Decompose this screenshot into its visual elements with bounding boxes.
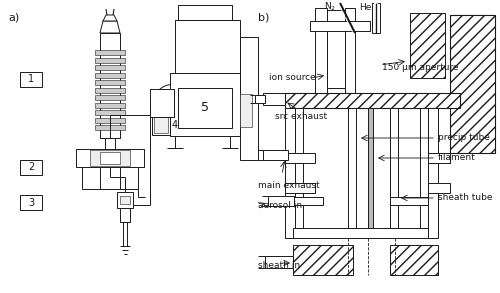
- Bar: [90, 150, 130, 166]
- Text: 3: 3: [28, 197, 34, 207]
- Bar: [120, 208, 130, 222]
- Text: a): a): [8, 13, 19, 23]
- Bar: [240, 37, 258, 160]
- Bar: [95, 50, 125, 55]
- Bar: [255, 95, 265, 103]
- Bar: [410, 13, 445, 78]
- Bar: [348, 108, 356, 228]
- Bar: [95, 88, 125, 93]
- Bar: [100, 152, 120, 164]
- Bar: [268, 196, 294, 206]
- Polygon shape: [103, 15, 117, 21]
- Text: N$_2$: N$_2$: [324, 1, 336, 13]
- Bar: [240, 94, 252, 127]
- Text: He: He: [359, 3, 371, 11]
- Bar: [295, 108, 303, 238]
- Bar: [120, 196, 130, 204]
- Bar: [374, 3, 378, 33]
- Bar: [428, 183, 450, 193]
- Bar: [95, 65, 125, 70]
- Text: precip tube: precip tube: [438, 134, 490, 142]
- Bar: [95, 117, 125, 122]
- Bar: [428, 153, 450, 163]
- Bar: [150, 88, 174, 117]
- Bar: [117, 192, 133, 208]
- Bar: [170, 73, 240, 135]
- Bar: [390, 245, 438, 275]
- Text: 2: 2: [28, 163, 34, 173]
- Bar: [293, 228, 428, 238]
- Bar: [428, 108, 438, 238]
- Text: 4: 4: [172, 120, 178, 130]
- Text: filament: filament: [438, 154, 476, 163]
- Text: 1: 1: [28, 74, 34, 84]
- Bar: [263, 150, 288, 160]
- Text: ion source: ion source: [269, 74, 316, 83]
- Text: main exhaust: main exhaust: [258, 180, 320, 190]
- Bar: [178, 88, 232, 127]
- Bar: [95, 103, 125, 108]
- Polygon shape: [100, 21, 120, 33]
- Bar: [154, 117, 168, 133]
- Bar: [178, 5, 232, 20]
- Bar: [95, 95, 125, 100]
- Bar: [175, 20, 240, 73]
- Bar: [152, 115, 170, 135]
- Bar: [420, 108, 428, 238]
- Bar: [390, 197, 428, 205]
- Bar: [76, 149, 144, 167]
- Text: sheath in: sheath in: [258, 260, 300, 270]
- Bar: [95, 80, 125, 85]
- Bar: [310, 21, 370, 31]
- Circle shape: [154, 84, 190, 120]
- Bar: [20, 195, 42, 210]
- Text: 5: 5: [201, 101, 209, 114]
- Bar: [293, 245, 353, 275]
- Bar: [372, 3, 380, 33]
- Bar: [327, 10, 345, 88]
- Bar: [368, 108, 373, 228]
- Bar: [105, 138, 115, 150]
- Bar: [95, 72, 125, 78]
- Bar: [20, 72, 42, 87]
- Bar: [285, 108, 295, 238]
- Bar: [285, 183, 315, 193]
- Bar: [20, 160, 42, 175]
- Bar: [285, 93, 460, 108]
- Text: b): b): [258, 13, 270, 23]
- Text: aerosol in: aerosol in: [258, 200, 302, 209]
- Text: sheath tube: sheath tube: [438, 193, 492, 202]
- Circle shape: [162, 93, 182, 113]
- Text: src exhaust: src exhaust: [275, 112, 327, 121]
- Bar: [265, 256, 293, 268]
- Bar: [285, 153, 315, 163]
- Bar: [390, 108, 398, 228]
- Bar: [95, 110, 125, 115]
- Bar: [315, 8, 327, 93]
- Bar: [95, 57, 125, 62]
- Bar: [263, 93, 285, 105]
- Text: 150 μm aperture: 150 μm aperture: [382, 64, 458, 72]
- Bar: [95, 125, 125, 130]
- Bar: [450, 15, 495, 153]
- Bar: [293, 197, 323, 205]
- Bar: [345, 8, 355, 93]
- Bar: [100, 33, 120, 138]
